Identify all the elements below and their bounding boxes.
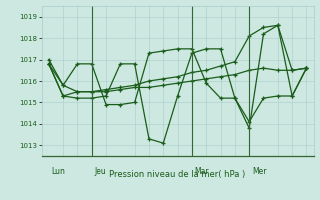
Text: Mer: Mer	[252, 167, 267, 176]
Text: Jeu: Jeu	[94, 167, 106, 176]
Text: Lun: Lun	[52, 167, 65, 176]
X-axis label: Pression niveau de la mer( hPa ): Pression niveau de la mer( hPa )	[109, 170, 246, 179]
Text: Mar: Mar	[195, 167, 209, 176]
